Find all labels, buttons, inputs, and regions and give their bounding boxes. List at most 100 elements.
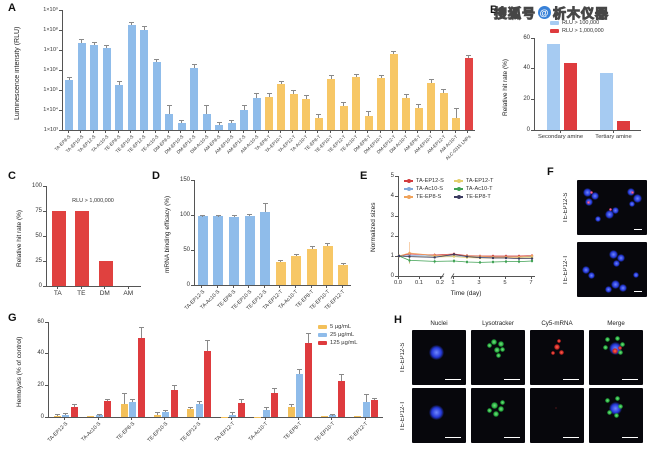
x-tick — [155, 130, 157, 133]
y-tick-label: 40 — [523, 65, 530, 72]
error-cap — [163, 409, 169, 411]
x-tick — [367, 130, 369, 133]
legend-marker-dot — [406, 179, 411, 184]
bar-TE-EP10-S — [127, 25, 136, 130]
x-label: AM — [123, 290, 134, 297]
error-bar — [268, 93, 270, 97]
error-cap — [262, 202, 268, 204]
legend-marker — [318, 332, 327, 338]
panel-G: G Hemolysis (% of control) 0 20 40 60 TA-EP1… — [6, 312, 392, 455]
x-tick-label: 0.0 — [393, 280, 403, 286]
error-bar — [274, 389, 276, 394]
bar-TA-EP12-S — [53, 416, 61, 417]
bar-TE-EP8-S — [120, 404, 128, 417]
bar-Secondary amine — [563, 62, 577, 130]
x-tick — [263, 285, 265, 288]
error-bar — [198, 401, 200, 404]
bar-TE-EP10-T — [320, 416, 328, 417]
x-tick-label: 3 — [477, 280, 481, 286]
nucleus-blob — [619, 284, 627, 292]
bar-DM-Ac10-T — [402, 97, 411, 130]
x-tick — [180, 130, 182, 133]
nucleus-blob — [612, 207, 619, 214]
bar-TE-EP12-T — [339, 106, 348, 130]
bar-TE-EP8-S — [229, 217, 239, 285]
legend-item: TA-Ac10-S — [404, 186, 444, 192]
error-cap — [353, 73, 359, 75]
legend-label: TA-EP12-T — [465, 178, 494, 184]
error-bar — [140, 328, 142, 338]
lysotracker-blob — [494, 347, 500, 353]
y-tick-label: 2 — [390, 232, 394, 239]
bar-TE-EP10-S — [170, 390, 178, 417]
mrna-blob — [587, 201, 590, 204]
lysotracker-blob — [498, 406, 504, 412]
legend-item: 125 µg/mL — [318, 340, 358, 346]
bar-ALC-0315 LNPs — [464, 57, 473, 130]
y-tick-label: 1×10⁵ — [43, 86, 58, 93]
scale-bar — [445, 378, 461, 380]
bar-DM-EP10-T — [377, 77, 386, 130]
data-point — [530, 257, 534, 260]
error-cap — [305, 332, 311, 334]
panel-E: E Normalized sizes 0 1 2 3 4 5 0.0 0.1 0.2 1 3 5 7 Ti… — [356, 168, 544, 310]
x-tick — [354, 130, 356, 133]
y-tick — [43, 285, 46, 287]
y-tick-label: 100 — [179, 211, 190, 218]
nucleus-blob — [617, 254, 625, 262]
x-tick — [217, 130, 219, 133]
y-tick-label: 75 — [35, 207, 42, 214]
x-label: TA — [53, 290, 62, 297]
y-tick — [59, 129, 62, 131]
x-tick-label: 1 — [451, 280, 455, 286]
x-tick — [364, 417, 366, 420]
x-tick — [342, 130, 344, 133]
micrograph-s-merge — [589, 330, 643, 385]
data-point — [452, 259, 456, 263]
y-tick-label: 0 — [186, 281, 190, 288]
micrograph-row-label-t: TE-EP12-T — [563, 254, 569, 285]
micrograph-t-merge — [589, 388, 643, 443]
scale-bar — [634, 290, 642, 292]
error-cap — [266, 92, 272, 94]
error-bar — [93, 42, 95, 45]
x-tick — [205, 130, 207, 133]
error-bar — [190, 407, 192, 410]
legend: RLU > 100,000 RLU > 1,000,000 — [550, 20, 604, 34]
error-cap — [71, 404, 77, 406]
panel-G-letter: G — [8, 312, 17, 324]
y-tick — [191, 214, 194, 216]
y-tick — [395, 235, 398, 237]
error-bar — [156, 60, 158, 63]
lysotracker-blob — [491, 339, 497, 345]
x-tick — [279, 285, 281, 288]
nucleus-blob — [429, 405, 444, 420]
legend-label: RLU > 1,000,000 — [562, 28, 604, 34]
x-tick — [201, 285, 203, 288]
panel-B-chart: 0 20 40 60 Secondary amine Tertiary amine RLU … — [488, 2, 648, 166]
bar-AM-Ac10-T — [452, 117, 461, 130]
y-tick-label: 60 — [37, 318, 44, 325]
error-cap — [372, 397, 378, 399]
micrograph-t-nuclei — [412, 388, 466, 443]
lysotracker-blob — [491, 402, 498, 409]
y-tick — [45, 321, 48, 323]
plot-area — [194, 180, 351, 286]
y-tick — [531, 68, 534, 70]
error-cap — [215, 214, 221, 216]
legend-marker-dot — [406, 187, 411, 192]
x-tick — [92, 130, 94, 133]
error-cap — [79, 39, 85, 41]
error-cap — [154, 59, 160, 61]
bar-TA-Ac10-S — [95, 415, 103, 417]
lysotracker-blob — [500, 347, 505, 352]
bar-AM-EP8-S — [215, 124, 224, 130]
error-cap — [66, 77, 72, 79]
mrna-blob — [555, 407, 557, 409]
error-bar — [280, 260, 282, 262]
error-bar — [106, 46, 108, 49]
mrna-blob — [554, 344, 560, 350]
y-tick-label: 20 — [37, 382, 44, 389]
bar-TE-EP8-T — [287, 406, 295, 417]
data-point — [408, 255, 411, 258]
